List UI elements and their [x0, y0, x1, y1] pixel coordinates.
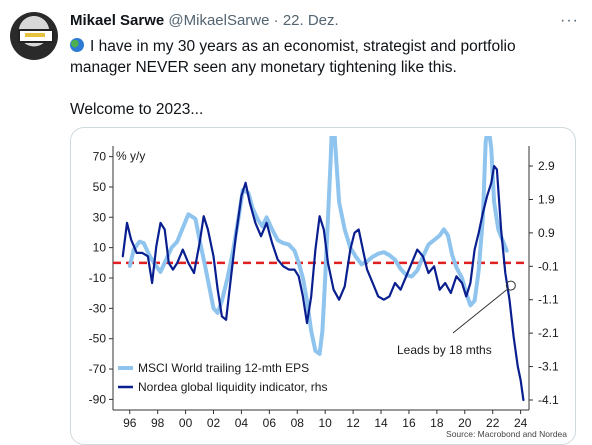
tweet-text-line2: Welcome to 2023...	[70, 101, 204, 118]
author-handle[interactable]: @MikaelSarwe	[168, 12, 270, 29]
y-right-tick-label: -2.1	[538, 326, 559, 340]
x-tick-label: 12	[346, 416, 360, 430]
y-right-tick-label: 2.9	[538, 159, 555, 173]
x-tick-label: 06	[263, 416, 277, 430]
x-tick-label: 96	[123, 416, 137, 430]
avatar-glasses	[18, 29, 54, 43]
tweet-media-chart[interactable]: % y/y 70 50 30 10 -10 -30 -50 -70 -90 2.9 1.9 0.9 -0.…	[70, 127, 576, 445]
y-left-tick-label: 10	[93, 241, 107, 255]
tweet-header: Mikael Sarwe @MikaelSarwe · 22. Dez.	[70, 12, 339, 29]
x-tick-label: 10	[319, 416, 333, 430]
y-left-tick-label: -90	[89, 392, 107, 406]
chart: % y/y 70 50 30 10 -10 -30 -50 -70 -90 2.9 1.9 0.9 -0.…	[89, 136, 567, 439]
x-tick-label: 14	[374, 416, 388, 430]
y-right-tick-label: -3.1	[538, 360, 559, 374]
y-left-tick-label: -10	[89, 271, 107, 285]
x-tick-label: 16	[402, 416, 416, 430]
legend-label: MSCI World trailing 12-mth EPS	[138, 361, 309, 375]
globe-icon	[70, 38, 84, 52]
x-tick-label: 22	[486, 416, 500, 430]
y-right-tick-label: 0.9	[538, 226, 555, 240]
annotation-label: Leads by 18 mths	[397, 343, 492, 357]
ellipsis-icon[interactable]: ···	[560, 12, 579, 29]
annotation-circle	[505, 280, 516, 291]
x-tick-label: 02	[207, 416, 221, 430]
tweet-date[interactable]: 22. Dez.	[282, 12, 339, 29]
separator: ·	[273, 12, 279, 29]
tweet-text: I have in my 30 years as an economist, s…	[70, 36, 580, 120]
tweet-text-line1: I have in my 30 years as an economist, s…	[70, 38, 516, 76]
y-right-tick-label: 1.9	[538, 192, 555, 206]
x-tick-label: 00	[179, 416, 193, 430]
x-tick-label: 98	[151, 416, 165, 430]
author-name[interactable]: Mikael Sarwe	[70, 12, 165, 29]
y-right-tick-label: -4.1	[538, 393, 559, 407]
annotation-leader-line	[452, 289, 508, 334]
y-left-tick-label: 50	[93, 180, 107, 194]
series-line-nordea-liquidity	[121, 165, 525, 402]
chart-source: Source: Macrobond and Nordea	[446, 429, 567, 439]
y-left-tick-label: 70	[93, 150, 107, 164]
x-tick-label: 18	[430, 416, 444, 430]
y-right-tick-label: -1.1	[538, 293, 559, 307]
x-tick-label: 08	[291, 416, 305, 430]
y-right-tick-label: -0.1	[538, 259, 559, 273]
y-left-tick-label: -50	[89, 332, 107, 346]
legend-label: Nordea global liquidity indicator, rhs	[138, 380, 327, 394]
y-left-tick-label: -30	[89, 301, 107, 315]
x-tick-label: 24	[514, 416, 528, 430]
series-line-msci-eps	[127, 136, 509, 356]
x-tick-label: 04	[235, 416, 249, 430]
x-tick-label: 20	[458, 416, 472, 430]
y-left-tick-label: 30	[93, 210, 107, 224]
y-left-tick-label: -70	[89, 362, 107, 376]
avatar[interactable]	[10, 12, 58, 60]
unit-label: % y/y	[116, 149, 145, 163]
